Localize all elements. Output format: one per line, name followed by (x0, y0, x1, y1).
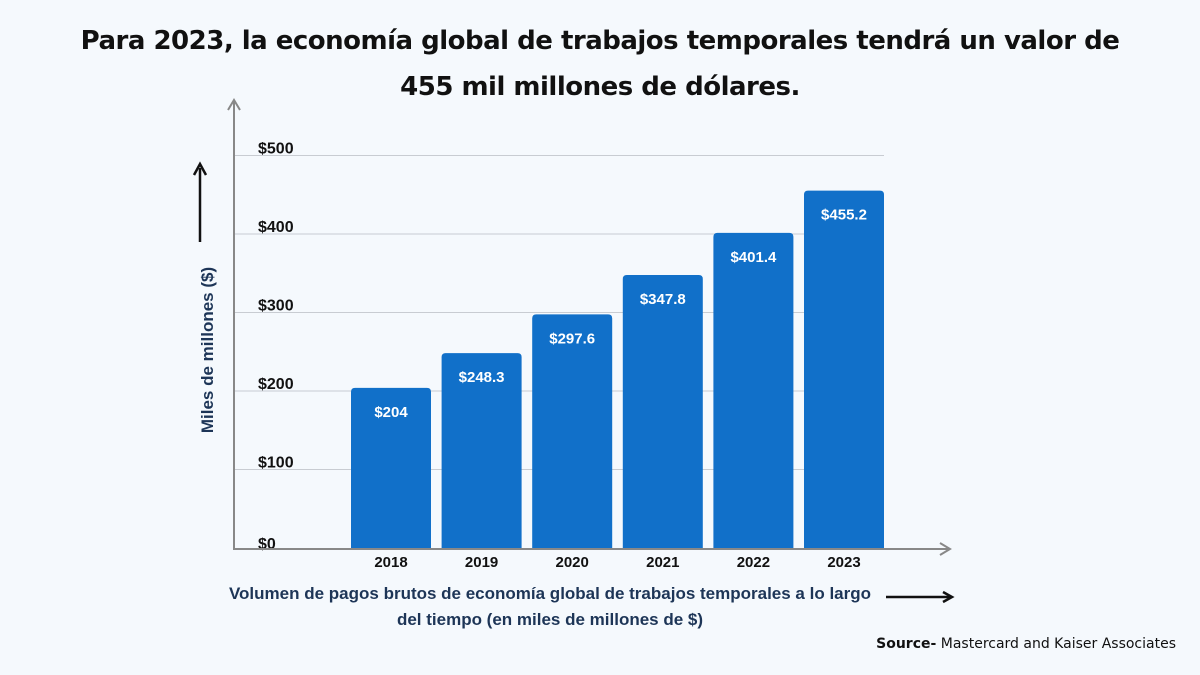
y-tick-label: $100 (258, 455, 294, 472)
y-tick-label: $200 (258, 376, 294, 393)
data-label: $204 (374, 404, 408, 421)
data-label: $297.6 (549, 330, 595, 347)
source-note: Source- Mastercard and Kaiser Associates (876, 636, 1176, 652)
y-axis-title: Miles de millones ($) (198, 267, 217, 433)
bar-2019 (441, 353, 522, 548)
y-tick-label: $300 (258, 298, 294, 315)
bar-2020 (532, 314, 613, 548)
data-label: $401.4 (730, 249, 777, 266)
x-tick-label: 2023 (827, 554, 860, 571)
source-text: Mastercard and Kaiser Associates (940, 636, 1176, 652)
x-axis-title: Volumen de pagos brutos de economía glob… (228, 584, 872, 629)
y-tick-label: $0 (258, 536, 276, 553)
y-tick-label: $400 (258, 219, 294, 236)
chart-title: Para 2023, la economía global de trabajo… (80, 26, 1120, 102)
bar-2021 (622, 274, 703, 548)
y-tick-label: $500 (258, 141, 294, 158)
data-label: $455.2 (821, 207, 867, 224)
bar-2022 (713, 232, 794, 548)
x-tick-label: 2020 (556, 554, 589, 571)
x-title-arrowhead (942, 590, 955, 604)
bar-2023 (804, 190, 884, 548)
x-tick-label: 2021 (646, 554, 679, 571)
x-axis-arrow (939, 542, 952, 556)
data-label: $347.8 (640, 291, 686, 308)
source-label: Source- (876, 636, 937, 652)
x-tick-label: 2022 (737, 554, 770, 571)
bar-2018 (351, 387, 431, 548)
x-tick-label: 2018 (374, 554, 407, 571)
x-tick-label: 2019 (465, 554, 498, 571)
data-label: $248.3 (459, 369, 505, 386)
y-title-arrowhead (192, 161, 208, 176)
y-axis-arrow (227, 98, 241, 111)
